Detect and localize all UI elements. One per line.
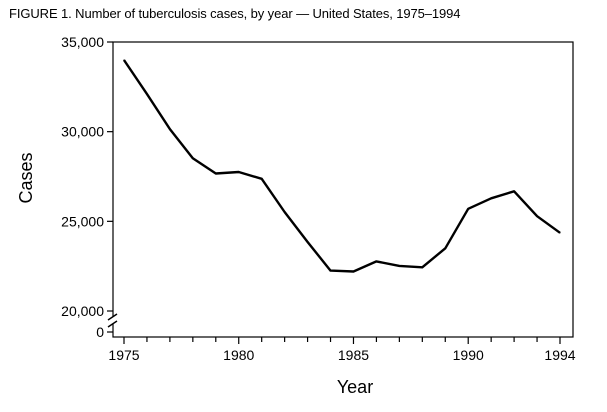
data-point [375,260,378,262]
x-tick-label: 1975 [108,347,139,363]
axis-break-mark [107,320,118,328]
data-point [467,208,469,210]
y-axis-label: Cases [16,152,36,203]
axis-break-gap [109,317,117,324]
figure-title: FIGURE 1. Number of tuberculosis cases, … [9,6,461,21]
x-tick-label: 1985 [338,347,369,363]
x-axis: 1975 1980 1985 1990 1994 [108,337,576,363]
y-tick-label: 20,000 [61,303,104,319]
plot-frame [112,41,574,338]
data-point [490,197,492,199]
data-point [329,269,332,272]
data-point [398,265,400,267]
x-axis-label: Year [337,377,373,397]
y-tick-label: 25,000 [61,213,104,229]
series-layer [123,59,561,273]
data-point [146,93,148,95]
data-point [261,178,263,180]
data-point [123,59,125,61]
y-axis-break [107,313,118,328]
axis-break-mark [107,313,118,321]
data-point [284,211,286,213]
x-tick-label: 1994 [544,347,575,363]
y-tick-label: 30,000 [61,124,104,140]
data-point [536,215,538,217]
data-point [169,128,171,130]
y-axis: 20,000 25,000 30,000 35,000 0 [61,34,113,340]
x-tick-label: 1990 [453,347,484,363]
data-point [352,270,355,273]
y-tick-label: 35,000 [61,34,104,50]
data-point [421,266,423,268]
data-point [192,157,194,159]
series-line [123,59,561,273]
data-point [559,232,561,234]
x-tick-label: 1980 [223,347,254,363]
data-point [238,171,240,173]
y-tick-label-zero: 0 [96,324,104,340]
data-point [444,247,446,249]
data-point [513,190,515,192]
data-point [306,241,309,243]
data-point [215,172,217,175]
